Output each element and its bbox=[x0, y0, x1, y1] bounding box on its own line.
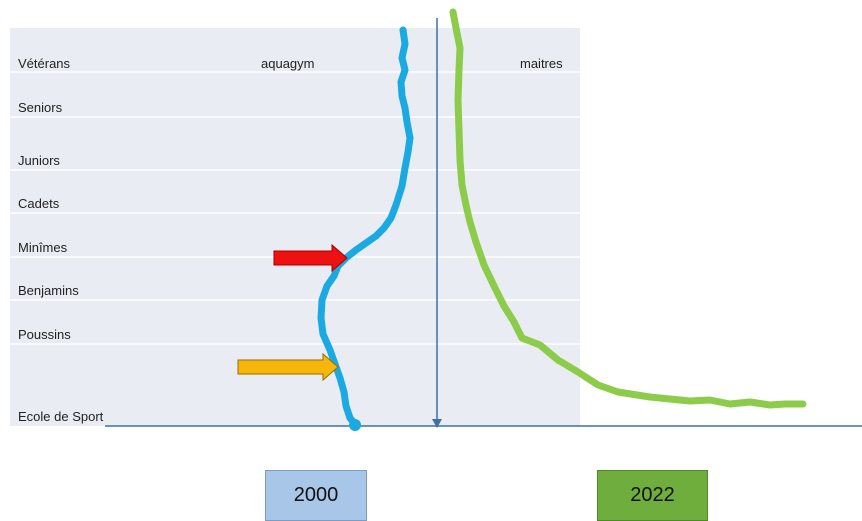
category-label-seniors: Seniors bbox=[18, 100, 63, 115]
category-label-cadets: Cadets bbox=[18, 196, 60, 211]
orange-arrow bbox=[237, 352, 339, 382]
curve-2000 bbox=[317, 26, 414, 428]
category-label-poussins: Poussins bbox=[18, 327, 71, 342]
year-2022-label: 2022 bbox=[630, 484, 675, 506]
category-label-minimes: Minîmes bbox=[18, 240, 68, 255]
category-label-veterans: Vétérans bbox=[18, 56, 71, 71]
divider-arrowhead bbox=[432, 419, 442, 428]
category-row-lines bbox=[10, 71, 580, 345]
year-2000-box: 2000 bbox=[265, 470, 367, 521]
year-2022-box: 2022 bbox=[597, 470, 708, 521]
category-label-juniors: Juniors bbox=[18, 153, 60, 168]
red-arrow bbox=[273, 243, 348, 273]
category-label-benjamins: Benjamins bbox=[18, 283, 79, 298]
curve-2022 bbox=[449, 8, 807, 409]
year-2000-label: 2000 bbox=[293, 484, 339, 506]
category-label-ecole-de-sport: Ecole de Sport bbox=[18, 409, 104, 424]
annotation-maitres: maitres bbox=[520, 56, 563, 71]
curve-2000-end-dot bbox=[349, 419, 361, 431]
annotation-aquagym: aquagym bbox=[261, 56, 315, 71]
